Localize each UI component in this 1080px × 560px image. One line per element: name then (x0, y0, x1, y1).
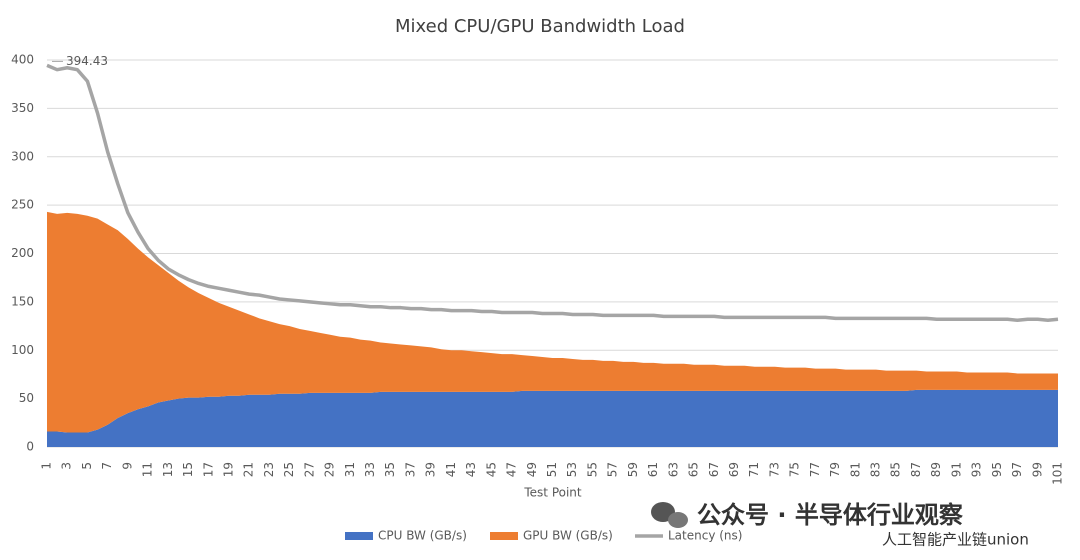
y-tick-label: 50 (19, 391, 34, 405)
data-label: 394.43 (66, 54, 108, 68)
x-tick-label: 37 (403, 462, 417, 477)
y-tick-label: 0 (26, 440, 34, 454)
x-tick-label: 35 (383, 462, 397, 477)
x-tick-label: 11 (141, 462, 155, 477)
x-tick-label: 47 (505, 462, 519, 477)
x-axis-title: Test Point (523, 486, 582, 500)
legend-swatch (345, 532, 373, 540)
x-tick-label: 79 (828, 462, 842, 477)
x-tick-label: 43 (464, 462, 478, 477)
area (47, 389, 1058, 447)
x-tick-label: 75 (788, 462, 802, 477)
x-tick-label: 27 (302, 462, 316, 477)
x-tick-label: 61 (646, 462, 660, 477)
watermark-icon (668, 512, 688, 528)
y-tick-label: 400 (11, 53, 34, 67)
x-tick-label: 17 (201, 462, 215, 477)
x-tick-label: 71 (747, 462, 761, 477)
x-tick-label: 7 (100, 462, 114, 470)
x-tick-label: 83 (869, 462, 883, 477)
x-tick-label: 3 (60, 462, 74, 470)
x-tick-label: 31 (343, 462, 357, 477)
x-tick-label: 87 (909, 462, 923, 477)
y-tick-label: 300 (11, 149, 34, 163)
x-tick-label: 93 (970, 462, 984, 477)
watermark-text: 公众号 · 半导体行业观察 (697, 501, 964, 529)
x-tick-label: 97 (1010, 462, 1024, 477)
y-tick-label: 100 (11, 343, 34, 357)
chart-title: Mixed CPU/GPU Bandwidth Load (395, 16, 685, 37)
x-tick-label: 81 (848, 462, 862, 477)
x-tick-label: 45 (484, 462, 498, 477)
x-tick-label: 99 (1030, 462, 1044, 477)
x-tick-label: 59 (626, 462, 640, 477)
x-tick-label: 33 (363, 462, 377, 477)
x-tick-label: 9 (120, 462, 134, 470)
y-tick-label: 250 (11, 198, 34, 212)
legend-label: Latency (ns) (668, 529, 742, 543)
legend-swatch (490, 532, 518, 540)
x-tick-label: 67 (707, 462, 721, 477)
line (46, 63, 1059, 323)
x-tick-label: 65 (687, 462, 701, 477)
x-tick-label: 63 (666, 462, 680, 477)
y-tick-label: 200 (11, 246, 34, 260)
x-tick-label: 51 (545, 462, 559, 477)
x-tick-label: 5 (80, 462, 94, 470)
x-tick-label: 95 (990, 462, 1004, 477)
x-tick-label: 55 (585, 462, 599, 477)
x-tick-label: 91 (949, 462, 963, 477)
watermark-text: 人工智能产业链union (882, 531, 1029, 549)
x-tick-label: 15 (181, 462, 195, 477)
x-tick-label: 85 (889, 462, 903, 477)
x-tick-label: 41 (444, 462, 458, 477)
x-tick-label: 89 (929, 462, 943, 477)
x-tick-label: 39 (424, 462, 438, 477)
y-tick-label: 150 (11, 294, 34, 308)
x-tick-label: 19 (221, 462, 235, 477)
y-tick-label: 350 (11, 101, 34, 115)
x-tick-label: 73 (767, 462, 781, 477)
x-tick-label: 1 (40, 462, 54, 470)
x-tick-label: 25 (282, 462, 296, 477)
x-tick-label: 29 (323, 462, 337, 477)
x-tick-label: 13 (161, 462, 175, 477)
x-tick-label: 57 (606, 462, 620, 477)
x-tick-label: 21 (242, 462, 256, 477)
x-tick-label: 101 (1051, 462, 1065, 485)
x-tick-label: 77 (808, 462, 822, 477)
legend-label: GPU BW (GB/s) (523, 529, 613, 543)
x-tick-label: 23 (262, 462, 276, 477)
x-tick-label: 49 (525, 462, 539, 477)
x-tick-label: 53 (565, 462, 579, 477)
x-tick-label: 69 (727, 462, 741, 477)
area (47, 211, 1058, 433)
legend-label: CPU BW (GB/s) (378, 529, 467, 543)
